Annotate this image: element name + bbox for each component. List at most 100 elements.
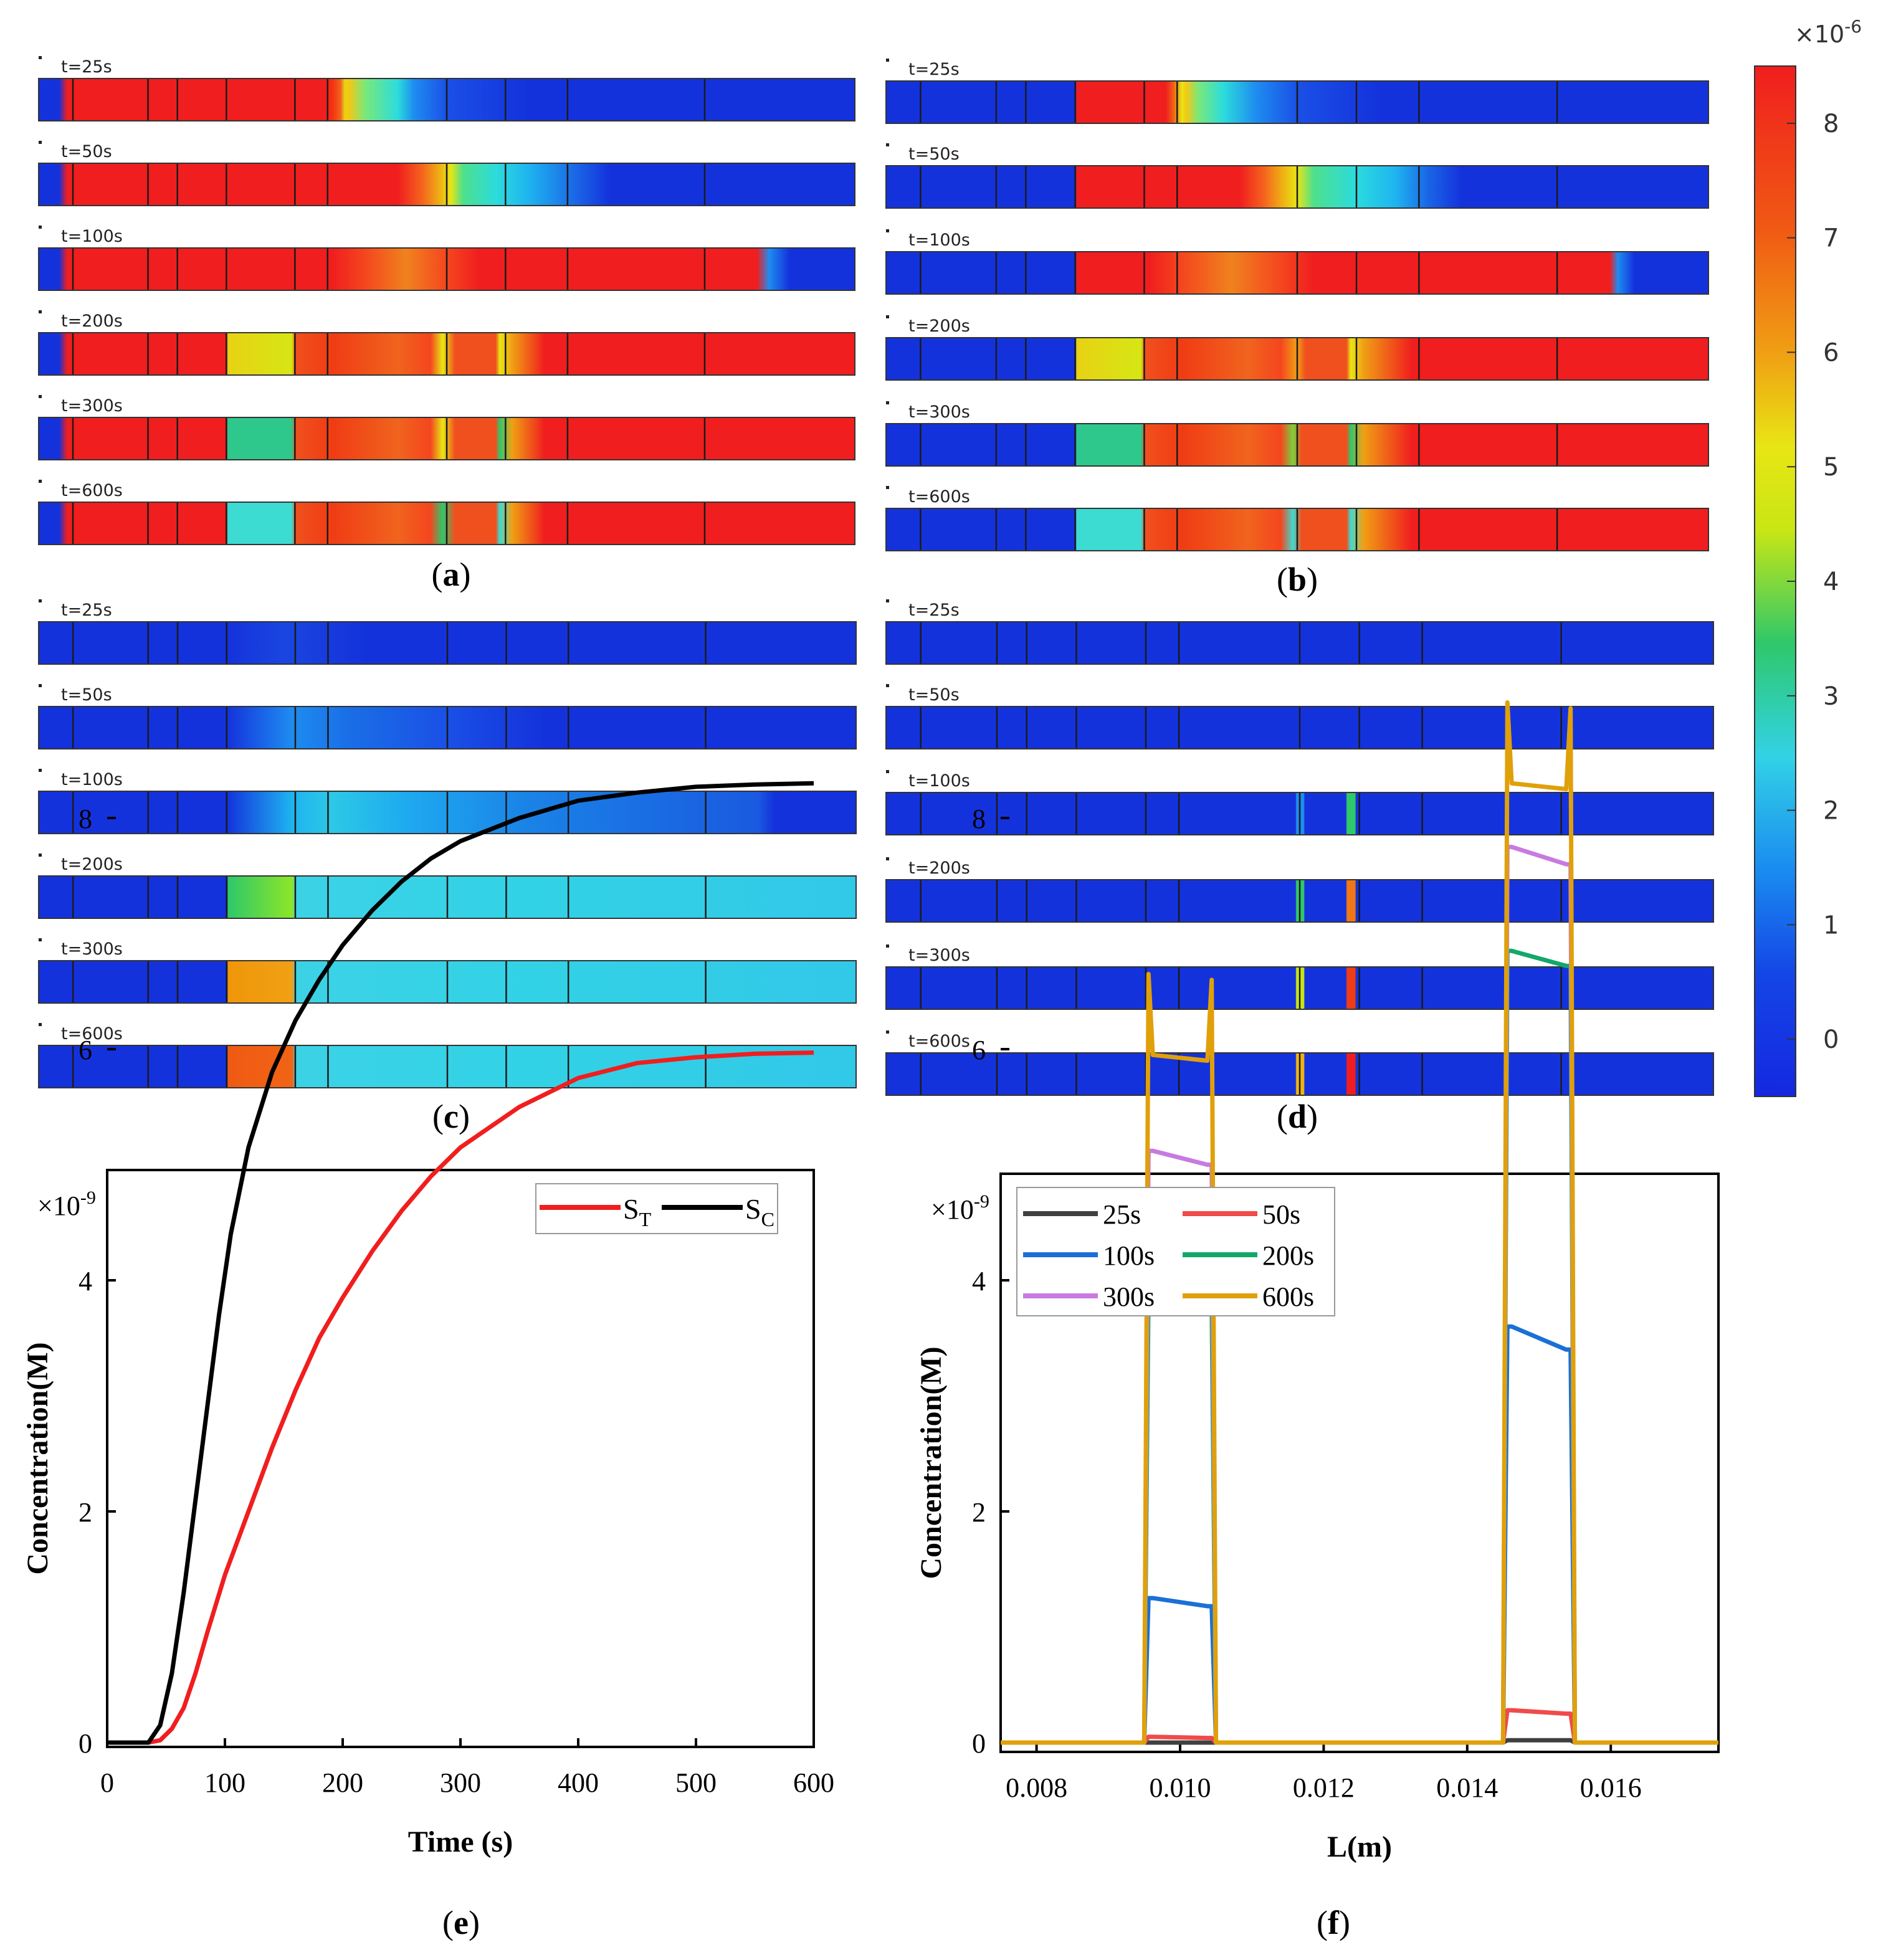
strip-border [885, 792, 1714, 835]
marker-dot [886, 857, 889, 860]
time-label: t=300s [61, 396, 123, 416]
y-tick-label: 4 [972, 1266, 986, 1296]
x-axis-title: L(m) [1327, 1830, 1392, 1863]
x-tick-label: 500 [675, 1767, 717, 1798]
time-label: t=600s [61, 1024, 123, 1044]
legend-label: ST [623, 1193, 652, 1230]
y-exponent: ×10-9 [37, 1187, 96, 1221]
y-tick-label: 6 [972, 1035, 986, 1065]
strip-border [885, 80, 1709, 124]
strip-border [38, 960, 857, 1004]
marker-dot [39, 769, 42, 772]
chart-f: 0 2 4 6 8 0.008 0.010 0.012 0.014 0.016 L(m) Concen… [915, 700, 1720, 1863]
strip-border [38, 163, 855, 206]
y-tick-label: 2 [79, 1497, 92, 1528]
strip-border [885, 337, 1709, 381]
time-label: t=25s [61, 601, 112, 620]
marker-dot [39, 599, 42, 602]
plot-frame [106, 1169, 815, 1748]
marker-dot [39, 1023, 42, 1026]
marker-dot [886, 1030, 889, 1034]
strip-border [885, 966, 1714, 1010]
time-label: t=200s [908, 316, 970, 336]
y-axis-title: Concentration(M) [915, 1346, 948, 1579]
legend-label: 600s [1262, 1282, 1314, 1312]
strip-border [38, 332, 855, 376]
panel-label: (d) [1277, 1098, 1318, 1135]
x-tick-label: 600 [793, 1767, 834, 1798]
strip-border [38, 875, 857, 919]
legend-label: 100s [1103, 1240, 1155, 1271]
series-ST [107, 1050, 814, 1745]
strip-border [885, 879, 1714, 923]
colorbar-tick-label: 0 [1823, 1025, 1839, 1054]
time-label: t=300s [61, 940, 123, 959]
legend-label: 200s [1262, 1240, 1314, 1271]
strip-border [885, 165, 1709, 209]
strip-border [885, 706, 1714, 749]
strip-border [38, 621, 857, 665]
time-label: t=50s [908, 145, 960, 164]
x-tick-label: 0.010 [1150, 1772, 1211, 1803]
legend: ST SC [535, 1183, 778, 1234]
panel-a: t=25s t=50s t=100s t=200s t=300s t=600s (a) [38, 56, 855, 593]
marker-dot [39, 226, 42, 229]
strip-border [38, 791, 857, 834]
time-label: t=25s [61, 57, 112, 77]
time-label: t=100s [908, 771, 970, 791]
panel-b: t=25s t=50s t=100s t=200s t=300s t=600s (b) [885, 59, 1709, 598]
time-label: t=25s [908, 60, 960, 79]
panel-d: t=25s t=50s t=100s t=200s t=300s t=600s (d) [885, 599, 1714, 1135]
legend-label: 25s [1103, 1199, 1141, 1230]
legend-label: 300s [1103, 1282, 1155, 1312]
colorbar-tick-label: 8 [1823, 110, 1839, 138]
strip-border [38, 502, 855, 545]
strip-border [885, 1052, 1714, 1096]
marker-dot [886, 59, 889, 62]
time-label: t=100s [908, 231, 970, 250]
marker-dot [886, 315, 889, 318]
colorbar-exponent: ×10-6 [1794, 16, 1862, 48]
colorbar-tick-label: 6 [1823, 338, 1839, 367]
marker-dot [886, 684, 889, 687]
colorbar-tick-label: 7 [1823, 224, 1839, 253]
marker-dot [886, 229, 889, 232]
marker-dot [39, 854, 42, 857]
marker-dot [886, 143, 889, 146]
time-label: t=25s [908, 601, 960, 620]
panel-label: (e) [442, 1904, 480, 1941]
marker-dot [886, 486, 889, 489]
series-600s [1001, 700, 1718, 1745]
time-label: t=600s [908, 1032, 970, 1051]
colorbar-tick-label: 2 [1823, 797, 1839, 825]
time-label: t=200s [61, 312, 123, 331]
chart-e: 0 2 4 6 8 0 100 200 300 400 500 600 Time (s) Concentr… [21, 781, 834, 1858]
y-exponent: ×10-9 [931, 1191, 989, 1225]
x-tick-label: 400 [558, 1767, 599, 1798]
panel-label: (a) [432, 556, 471, 593]
marker-dot [39, 310, 42, 313]
strip-border [885, 508, 1709, 551]
heatmap-panels: t=25s t=50s t=100s t=200s t=300s t=600s (a) t=2… [38, 56, 1714, 1135]
y-tick-label: 0 [79, 1728, 92, 1759]
x-tick-label: 0.014 [1436, 1772, 1498, 1803]
x-tick-label: 0.008 [1006, 1772, 1067, 1803]
marker-dot [39, 684, 42, 687]
marker-dot [39, 395, 42, 398]
strip-border [38, 706, 857, 749]
y-tick-label: 4 [79, 1266, 92, 1296]
legend: 25s 50s 100s 200s 300s 600s [1016, 1187, 1335, 1316]
x-tick-label: 100 [204, 1767, 245, 1798]
legend-label: 50s [1262, 1199, 1300, 1230]
x-axis-title: Time (s) [408, 1825, 513, 1858]
marker-dot [39, 938, 42, 941]
time-label: t=200s [61, 855, 123, 874]
marker-dot [886, 401, 889, 404]
x-tick-label: 0 [100, 1767, 114, 1798]
marker-dot [886, 599, 889, 602]
colorbar-tick-label: 4 [1823, 568, 1839, 596]
strip-border [38, 78, 855, 121]
strip-border [885, 621, 1714, 665]
marker-dot [39, 56, 42, 59]
